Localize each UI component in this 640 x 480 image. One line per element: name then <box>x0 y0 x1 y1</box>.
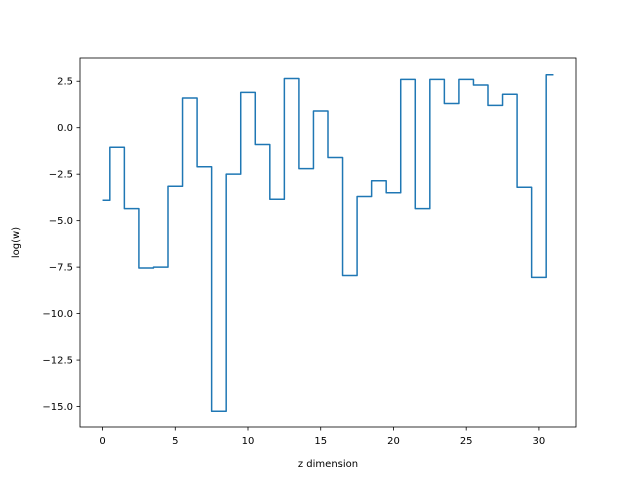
x-tick-label: 30 <box>533 436 546 447</box>
y-tick-label: 0.0 <box>57 123 73 134</box>
y-axis-label: log(w) <box>11 227 22 258</box>
y-tick-label: −5.0 <box>49 216 73 227</box>
y-tick-label: −2.5 <box>49 170 73 181</box>
x-tick-label: 0 <box>99 436 105 447</box>
x-tick-label: 5 <box>172 436 178 447</box>
y-tick-label: −12.5 <box>42 356 73 367</box>
x-tick-label: 10 <box>242 436 255 447</box>
x-axis: 0 5 10 15 20 25 30 <box>99 427 545 447</box>
y-tick-label: 2.5 <box>57 77 73 88</box>
x-axis-label: z dimension <box>298 459 358 470</box>
x-tick-label: 25 <box>460 436 473 447</box>
series-line <box>102 73 554 412</box>
y-tick-label: −10.0 <box>42 309 73 320</box>
y-tick-label: −15.0 <box>42 402 73 413</box>
y-axis: 2.5 0.0 −2.5 −5.0 −7.5 −10.0 −12.5 −15.0 <box>42 77 80 413</box>
axes-frame <box>79 57 577 428</box>
plot-area <box>102 73 554 412</box>
x-tick-label: 15 <box>314 436 327 447</box>
y-tick-label: −7.5 <box>49 263 73 274</box>
x-tick-label: 20 <box>387 436 400 447</box>
